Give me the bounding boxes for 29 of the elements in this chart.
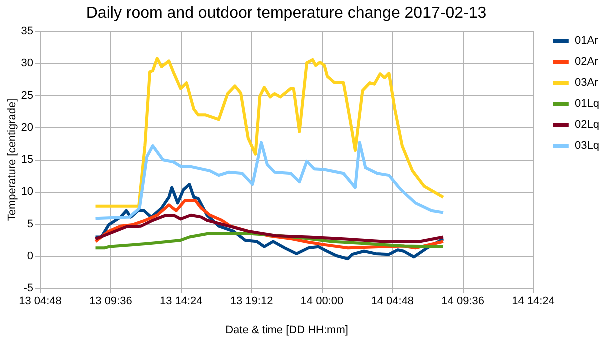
x-axis-title: Date & time [DD HH:mm]: [226, 324, 348, 336]
x-tick-label: 14 09:36: [442, 296, 484, 308]
y-tick-label: 15: [21, 154, 34, 166]
legend-label: 01Lq: [575, 98, 600, 110]
x-tick-label: 13 09:36: [90, 296, 132, 308]
legend-label: 01Ar: [575, 35, 599, 47]
line-series: [94, 57, 445, 208]
y-tick-label: 30: [21, 58, 34, 70]
legend-label: 03Ar: [575, 77, 599, 89]
y-tick-label: 35: [21, 26, 34, 38]
x-tick-label: 14 14:24: [512, 296, 555, 308]
y-axis-title: Temperature [centigrade]: [6, 98, 18, 222]
x-tick-label: 13 19:12: [230, 296, 274, 308]
x-tick-label: 13 14:24: [160, 296, 203, 308]
chart-title: Daily room and outdoor temperature change 2017-02-13: [86, 5, 487, 22]
y-tick-label: 10: [21, 186, 34, 198]
legend-label: 02Lq: [575, 119, 600, 131]
y-tick-label: -5: [24, 282, 34, 294]
y-tick-label: 0: [27, 250, 34, 262]
y-tick-label: 20: [21, 122, 34, 134]
y-tick-label: 25: [21, 90, 34, 102]
y-tick-label: 5: [27, 218, 34, 230]
legend-label: 03Lq: [575, 140, 600, 152]
line-series: [94, 214, 445, 244]
x-tick-label: 13 04:48: [19, 296, 62, 308]
x-tick-label: 14 04:48: [371, 296, 414, 308]
legend-label: 02Ar: [575, 56, 599, 68]
line-series: [94, 141, 445, 220]
x-tick-label: 14 00:00: [300, 296, 344, 308]
